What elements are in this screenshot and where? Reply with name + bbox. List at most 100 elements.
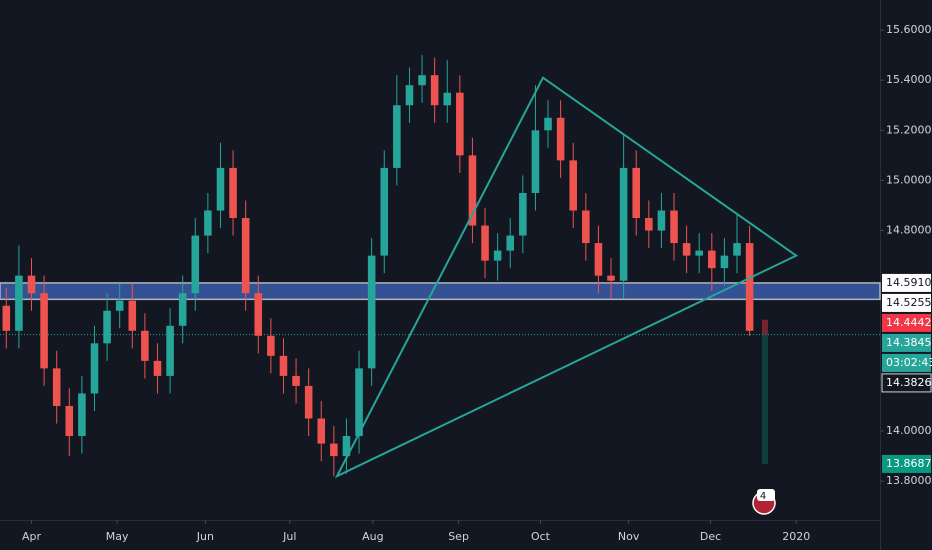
candle-body xyxy=(78,393,86,437)
candle-body xyxy=(607,275,615,281)
candle-body xyxy=(556,117,565,161)
y-tick-label: 13.80000 xyxy=(886,474,932,487)
price-label-bg xyxy=(882,454,931,473)
x-tick-label: Jun xyxy=(196,530,214,543)
x-tick-label: Oct xyxy=(531,530,551,543)
price-label: 14.38260 xyxy=(886,376,932,389)
y-tick-label: 15.00000 xyxy=(886,173,932,186)
y-tick-label: 14.80000 xyxy=(886,224,932,237)
candle-body xyxy=(90,343,99,394)
candle-body xyxy=(645,218,653,231)
candle-body xyxy=(493,250,502,261)
candle-body xyxy=(153,360,162,376)
price-label: 13.86872 xyxy=(886,457,932,470)
stop-zone xyxy=(762,319,768,335)
candle-body xyxy=(292,375,300,386)
x-tick-label: 2020 xyxy=(782,530,810,543)
candle-body xyxy=(115,300,124,311)
y-tick-label: 15.60000 xyxy=(886,23,932,36)
target-zone xyxy=(762,334,768,464)
x-tick-label: Nov xyxy=(618,530,640,543)
price-label-bg xyxy=(882,353,931,372)
price-label: 14.59100 xyxy=(886,276,932,289)
candle-body xyxy=(267,335,275,356)
candle-body xyxy=(708,250,716,269)
candle-body xyxy=(27,275,36,294)
y-tick-label: 15.20000 xyxy=(886,123,932,136)
event-count: 4 xyxy=(760,491,766,502)
candle-body xyxy=(481,225,489,261)
candle-body xyxy=(342,436,351,457)
support-zone xyxy=(0,282,881,301)
candle-body xyxy=(531,130,540,193)
y-tick-label: 15.40000 xyxy=(886,73,932,86)
candle-body xyxy=(632,167,640,219)
candle-body xyxy=(393,105,401,168)
candle-body xyxy=(443,92,452,106)
candle-body xyxy=(40,293,48,369)
candle-body xyxy=(279,355,288,376)
price-label: 14.44420 xyxy=(886,316,932,329)
x-tick-label: Jul xyxy=(282,530,296,543)
candle-body xyxy=(304,385,313,419)
price-label-bg xyxy=(882,293,931,312)
x-tick-label: May xyxy=(106,530,129,543)
price-label: 03:02:43 xyxy=(886,356,932,369)
price-label-bg xyxy=(882,273,931,292)
candle-body xyxy=(15,275,23,331)
event-badge: 4 xyxy=(752,489,776,515)
candle-body xyxy=(128,300,137,331)
candle-body xyxy=(657,210,666,231)
candle-body xyxy=(52,368,61,406)
price-label-bg xyxy=(882,313,931,332)
candle-body xyxy=(670,210,678,244)
candle-body xyxy=(506,235,515,251)
candle-body xyxy=(103,310,111,344)
price-label-bg xyxy=(881,373,932,393)
candle-body xyxy=(65,405,74,437)
candle-body xyxy=(166,325,174,376)
x-tick-label: Apr xyxy=(22,530,42,543)
candle-body xyxy=(2,305,11,331)
candle-body xyxy=(582,210,590,244)
candle-body xyxy=(330,443,338,457)
price-label-bg xyxy=(882,333,931,352)
event-count-bg xyxy=(757,489,775,501)
candle-body xyxy=(468,155,477,226)
candle-body xyxy=(418,75,426,86)
candle-body xyxy=(355,368,363,437)
candle-body xyxy=(241,218,250,294)
candle-body xyxy=(733,243,741,256)
x-tick-label: Aug xyxy=(362,530,383,543)
candle-body xyxy=(254,293,263,336)
candle-body xyxy=(178,293,187,326)
candle-body xyxy=(317,418,326,444)
x-tick-label: Sep xyxy=(448,530,469,543)
candle-body xyxy=(380,167,389,256)
candle-body xyxy=(216,167,225,211)
candle-body xyxy=(544,117,552,131)
candle-body xyxy=(191,235,200,294)
x-tick-label: Dec xyxy=(700,530,721,543)
candle-body xyxy=(367,255,376,369)
candle-body xyxy=(619,167,628,281)
candle-body xyxy=(519,192,527,236)
candle-body xyxy=(430,75,439,106)
price-label: 14.38452 xyxy=(886,336,932,349)
candle-body xyxy=(405,85,414,106)
price-label: 14.52550 xyxy=(886,296,932,309)
triangle-pattern xyxy=(334,76,799,479)
candle-body xyxy=(682,243,691,256)
candle-body xyxy=(594,243,603,276)
candle-body xyxy=(569,160,578,211)
candle-body xyxy=(141,330,149,361)
y-tick-label: 14.00000 xyxy=(886,424,932,437)
candle-body xyxy=(204,210,212,236)
candle-body xyxy=(229,167,237,219)
candle-body xyxy=(720,255,729,269)
candle-body xyxy=(745,243,754,331)
candle-body xyxy=(456,92,464,156)
candle-body xyxy=(695,250,703,256)
